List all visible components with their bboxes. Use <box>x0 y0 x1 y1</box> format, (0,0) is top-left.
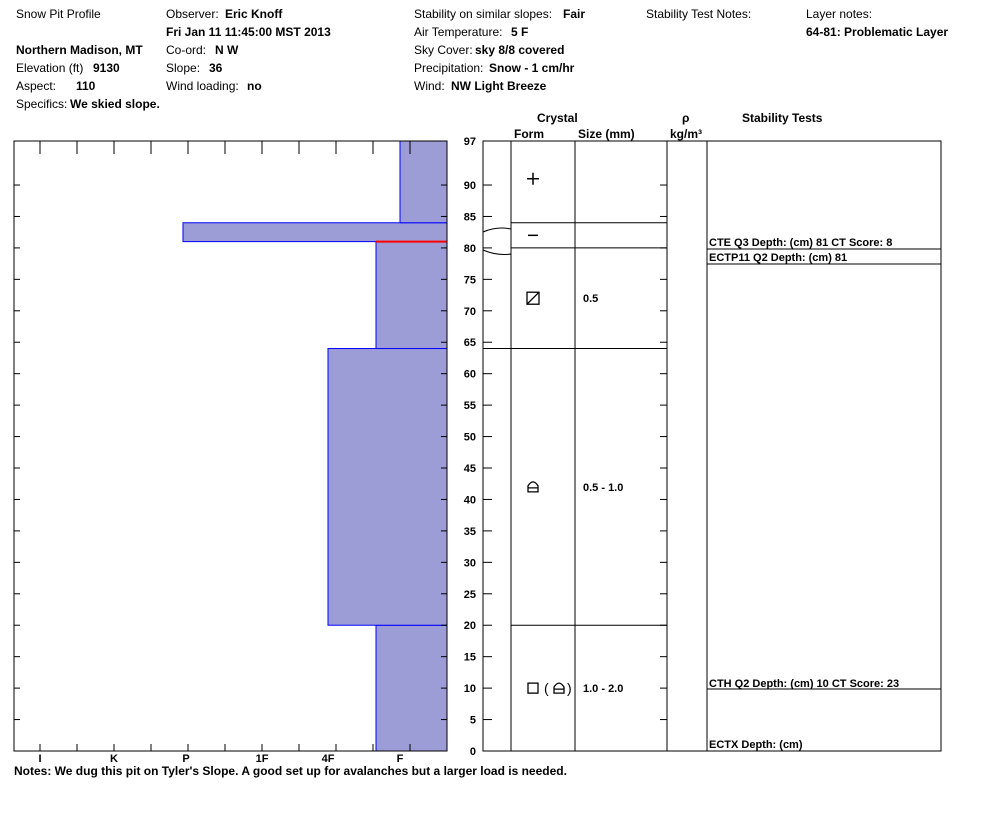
stability-value: Fair <box>563 7 586 21</box>
x-tick-label: 4F <box>322 753 335 765</box>
wind-loading-label: Wind loading: <box>166 79 239 93</box>
observation-datetime: Fri Jan 11 11:45:00 MST 2013 <box>166 25 331 39</box>
stability-tests-header: Stability Tests <box>742 111 823 125</box>
faceted-rounded-icon <box>526 291 540 305</box>
air-temp-value: 5 F <box>511 25 529 39</box>
stability-test-label: CTH Q2 Depth: (cm) 10 CT Score: 23 <box>709 678 899 690</box>
x-tick-label: 1F <box>256 753 269 765</box>
wind-value: NW Light Breeze <box>451 79 547 93</box>
specifics-label: Specifics: <box>16 97 68 111</box>
elevation-label: Elevation (ft) <box>16 61 84 75</box>
stability-notes-label: Stability Test Notes: <box>646 7 752 21</box>
observer-value: Eric Knoff <box>225 7 283 21</box>
wind-loading-value: no <box>247 79 262 93</box>
coord-value: N W <box>215 43 239 57</box>
y-tick-label: 50 <box>464 432 476 444</box>
coord-label: Co-ord: <box>166 43 207 57</box>
x-tick-label: P <box>182 753 189 765</box>
y-tick-label: 15 <box>464 652 476 664</box>
y-tick-label: 90 <box>464 180 476 192</box>
y-tick-label: 40 <box>464 494 476 506</box>
depth-hoar-rounding-icon <box>527 481 539 493</box>
hardness-plot-frame <box>13 140 448 752</box>
grain-panel-frame <box>482 140 942 752</box>
layer-notes-label: Layer notes: <box>806 7 873 21</box>
faceted-rounded-icon <box>526 291 540 305</box>
stability-test-label: ECTX Depth: (cm) <box>709 739 803 751</box>
y-tick-label: 65 <box>464 337 476 349</box>
wind-label: Wind: <box>414 79 445 93</box>
y-tick-label: 97 <box>464 136 476 148</box>
y-tick-label: 60 <box>464 369 476 381</box>
hardness-bar <box>375 624 448 752</box>
location-value: Northern Madison, MT <box>16 43 143 57</box>
precip-label: Precipitation: <box>414 61 484 75</box>
x-tick-label: F <box>397 753 404 765</box>
slope-label: Slope: <box>166 61 201 75</box>
x-tick-label: I <box>38 753 41 765</box>
y-tick-label: 35 <box>464 526 476 538</box>
form-header: Form <box>514 127 544 141</box>
sky-label: Sky Cover: <box>414 43 473 57</box>
grain-size-label: 0.5 - 1.0 <box>583 482 623 494</box>
y-tick-label: 20 <box>464 620 476 632</box>
rho-header: ρ <box>682 111 690 125</box>
y-tick-label: 5 <box>470 715 476 727</box>
air-temp-label: Air Temperature: <box>414 25 503 39</box>
y-tick-label: 75 <box>464 274 476 286</box>
y-tick-label: 10 <box>464 683 476 695</box>
y-tick-label: 70 <box>464 306 476 318</box>
hardness-bar <box>327 348 448 626</box>
page-title: Snow Pit Profile <box>16 7 101 21</box>
layer-notes-value: 64-81: Problematic Layer <box>806 25 949 39</box>
grain-size-label: 0.5 <box>583 293 598 305</box>
size-header: Size (mm) <box>578 127 635 141</box>
y-tick-label: 80 <box>464 243 476 255</box>
open-paren: ( <box>544 680 549 696</box>
density-unit-header: kg/m³ <box>670 127 703 141</box>
aspect-label: Aspect: <box>16 79 57 93</box>
aspect-value: 110 <box>76 79 96 93</box>
sky-value: sky 8/8 covered <box>475 43 565 57</box>
faceted-with-depth-hoar-icon <box>527 682 539 694</box>
observer-label: Observer: <box>166 7 219 21</box>
slope-value: 36 <box>209 61 223 75</box>
x-tick-label: K <box>110 753 118 765</box>
elevation-value: 9130 <box>93 61 120 75</box>
y-tick-label: 85 <box>464 211 476 223</box>
specifics-value: We skied slope. <box>70 97 160 111</box>
y-tick-label: 0 <box>470 746 476 758</box>
stability-test-label: CTE Q3 Depth: (cm) 81 CT Score: 8 <box>709 237 892 249</box>
hardness-bar <box>182 222 448 243</box>
close-paren: ) <box>567 680 572 696</box>
grain-size-label: 1.0 - 2.0 <box>583 683 623 695</box>
layer-connector <box>482 227 512 233</box>
precip-value: Snow - 1 cm/hr <box>489 61 575 75</box>
y-tick-label: 25 <box>464 589 476 601</box>
y-tick-label: 45 <box>464 463 476 475</box>
y-tick-label: 30 <box>464 557 476 569</box>
crystal-header: Crystal <box>537 111 578 125</box>
notes-text: Notes: We dug this pit on Tyler's Slope.… <box>14 764 567 778</box>
hardness-bar <box>375 241 448 350</box>
stability-label: Stability on similar slopes: <box>414 7 553 21</box>
stability-test-label: ECTP11 Q2 Depth: (cm) 81 <box>709 252 847 264</box>
layer-connector <box>482 249 512 255</box>
depth-hoar-icon <box>553 682 565 694</box>
hardness-bar <box>399 140 448 224</box>
y-tick-label: 55 <box>464 400 476 412</box>
